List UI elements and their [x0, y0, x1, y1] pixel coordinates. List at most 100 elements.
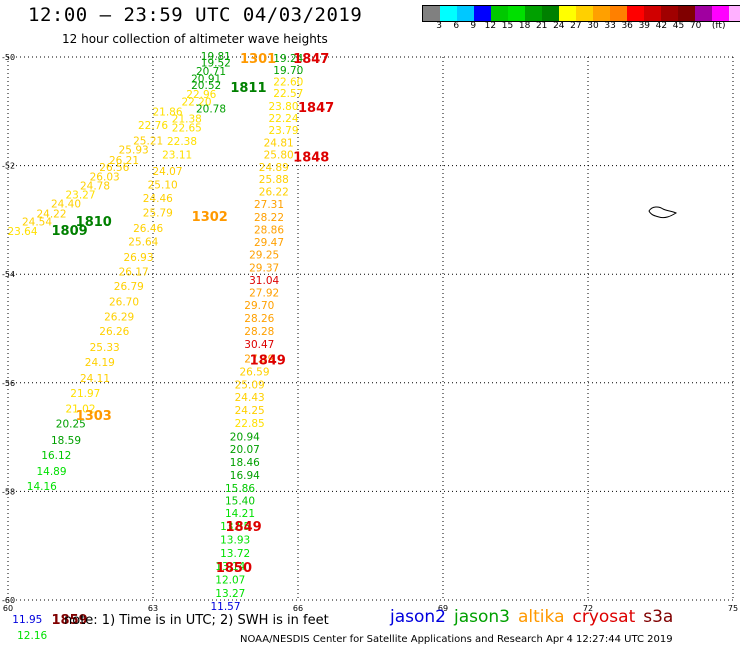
swh-value: 28.28	[244, 326, 274, 338]
pass-label: 1849	[250, 353, 286, 368]
swh-value: 13.14	[215, 561, 245, 573]
swh-value: 31.04	[249, 275, 279, 287]
lon-tick-label: 72	[583, 604, 593, 613]
swh-value: 25.09	[235, 379, 265, 391]
lat-tick-label: -56	[2, 379, 15, 388]
pass-label: 1847	[298, 101, 334, 116]
legend-label: 15	[501, 21, 514, 31]
color-scale-legend	[422, 5, 740, 22]
legend-swatch	[474, 6, 491, 21]
legend-swatch	[593, 6, 610, 21]
swh-value: 26.46	[133, 223, 163, 235]
swh-value: 27.39	[244, 353, 274, 365]
swh-value: 24.19	[85, 357, 115, 369]
swh-value: 13.72	[220, 548, 250, 560]
swh-value: 27.92	[249, 288, 279, 300]
island-outline-icon	[648, 206, 678, 219]
swh-value: 24.81	[264, 137, 294, 149]
pass-label: 1301	[240, 52, 276, 67]
legend-label: 39	[638, 21, 651, 31]
legend-swatch	[457, 6, 474, 21]
swh-value: 26.22	[259, 187, 289, 199]
swh-value: 15.40	[225, 496, 255, 508]
legend-label: 21	[535, 21, 548, 31]
satellite-legend: jason2 jason3 altika cryosat s3a	[390, 607, 681, 627]
swh-value: 28.86	[254, 225, 284, 237]
legend-label: 27	[570, 21, 582, 31]
swh-value: 21.02	[65, 403, 95, 415]
swh-value: 19.52	[201, 57, 231, 69]
swh-value: 20.71	[196, 66, 226, 78]
swh-value: 30.47	[244, 339, 274, 351]
swh-value: 20.52	[191, 80, 221, 92]
pass-label: 1303	[76, 409, 112, 424]
legend-label: 30	[587, 21, 599, 31]
swh-value: 14.89	[36, 466, 66, 478]
pass-label: 1811	[230, 81, 266, 96]
map-tick-labels: 60 63 66 69 72 75 -50 -52 -54 -56 -58 -60	[2, 53, 738, 613]
swh-value: 19.81	[201, 51, 231, 63]
lon-tick-label: 75	[728, 604, 738, 613]
swh-value: 22.60	[273, 76, 303, 88]
swh-value: 21.38	[172, 113, 202, 125]
legend-label: 3	[436, 21, 442, 31]
pass-label: 1302	[192, 210, 228, 225]
swh-value: 16.94	[230, 470, 260, 482]
swh-value: 22.57	[273, 88, 303, 100]
swh-value: 24.25	[235, 405, 265, 417]
satellite-jason3: jason3	[454, 607, 510, 627]
swh-value: 26.56	[99, 162, 129, 174]
pass-label: 1809	[52, 224, 88, 239]
lat-tick-label: -54	[2, 270, 15, 279]
legend-label: 18	[518, 21, 531, 31]
swh-value: 24.54	[22, 217, 52, 229]
swh-value: 26.03	[90, 171, 120, 183]
swh-value: 24.07	[152, 166, 182, 178]
swh-observations: 19.2419.7022.6022.5723.8022.2423.7924.81…	[7, 51, 303, 642]
swh-value: 25.33	[90, 342, 120, 354]
swh-value: 26.21	[109, 155, 139, 167]
swh-value: 22.24	[268, 113, 298, 125]
swh-value: 19.24	[273, 53, 303, 65]
legend-swatch	[644, 6, 661, 21]
legend-swatch	[627, 6, 644, 21]
legend-swatch	[440, 6, 457, 21]
swh-value: 22.85	[235, 418, 265, 430]
pass-label: 1848	[293, 150, 329, 165]
swh-value: 25.93	[119, 144, 149, 156]
legend-swatch	[610, 6, 627, 21]
swh-value: 18.46	[230, 457, 260, 469]
lat-tick-label: -58	[2, 487, 15, 496]
swh-value: 28.26	[244, 313, 274, 325]
swh-value: 20.25	[56, 419, 86, 431]
swh-value: 15.86	[225, 483, 255, 495]
swh-value: 20.91	[191, 74, 221, 86]
swh-value: 25.88	[259, 174, 289, 186]
legend-swatch	[729, 6, 740, 21]
legend-label: (ft)	[711, 21, 726, 31]
swh-value: 24.89	[259, 162, 289, 174]
swh-value: 24.22	[36, 208, 66, 220]
satellite-altika: altika	[518, 607, 565, 627]
swh-value: 18.59	[51, 435, 81, 447]
pass-label: 1849	[226, 520, 262, 535]
swh-value: 22.65	[172, 123, 202, 135]
swh-value: 20.94	[230, 432, 260, 444]
satellite-jason2: jason2	[390, 607, 446, 627]
swh-value: 27.31	[254, 199, 284, 211]
lon-tick-label: 63	[148, 604, 158, 613]
lon-tick-label: 66	[293, 604, 303, 613]
swh-value: 21.97	[70, 388, 100, 400]
swh-value: 29.25	[249, 250, 279, 262]
swh-value: 25.79	[143, 207, 173, 219]
credit-line: NOAA/NESDIS Center for Satellite Applica…	[240, 634, 673, 645]
swh-value: 26.59	[239, 366, 269, 378]
swh-value: 13.27	[215, 588, 245, 600]
legend-swatch	[525, 6, 542, 21]
legend-label: 42	[655, 21, 668, 31]
page-title: 12:00 – 23:59 UTC 04/03/2019	[28, 4, 363, 26]
legend-label: 36	[621, 21, 633, 31]
swh-value: 26.29	[104, 312, 134, 324]
swh-value: 25.80	[264, 150, 294, 162]
